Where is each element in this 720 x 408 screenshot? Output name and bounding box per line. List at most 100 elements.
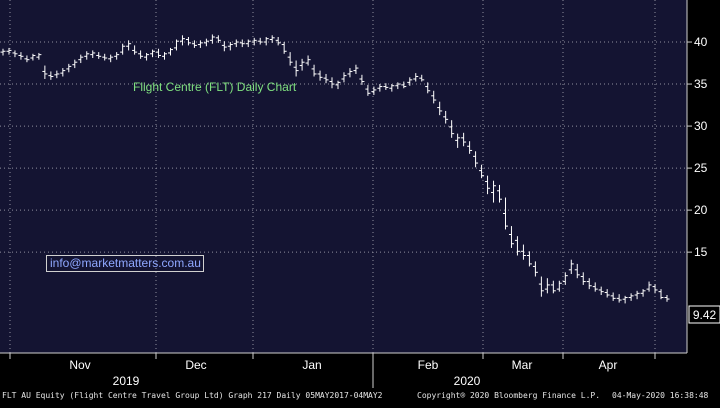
ohlc-bar — [437, 101, 443, 116]
ohlc-bar — [353, 64, 359, 74]
ohlc-bar — [664, 295, 670, 302]
ohlc-bar — [359, 74, 365, 85]
ohlc-bar — [556, 280, 562, 292]
ohlc-bar — [167, 47, 173, 56]
ohlc-bar — [108, 54, 114, 63]
ohlc-bar — [514, 236, 520, 256]
month-label: Feb — [418, 358, 439, 372]
ohlc-bar — [610, 292, 616, 301]
ohlc-bar — [502, 197, 508, 230]
footer-copyright: Copyright® 2020 Bloomberg Finance L.P. — [417, 391, 601, 400]
ohlc-bar — [323, 73, 329, 84]
ohlc-bar — [640, 289, 646, 297]
ohlc-bar — [96, 52, 102, 59]
last-price-marker: 9.42 — [688, 305, 720, 324]
ohlc-bar — [628, 293, 634, 301]
x-axis: Nov Dec Jan Feb Mar Apr 2019 2020 — [9, 353, 656, 388]
ohlc-bar — [6, 47, 12, 55]
plot-area — [0, 0, 687, 353]
ohlc-bar — [311, 64, 317, 77]
ohlc-bar — [269, 35, 275, 43]
ohlc-bar — [197, 40, 203, 48]
ohlc-bar — [616, 294, 622, 303]
ohlc-bar — [562, 272, 568, 285]
ohlc-bar — [209, 34, 215, 44]
ohlc-bar — [443, 110, 449, 124]
grid-layer — [0, 0, 687, 353]
footer-security-info: FLT AU Equity (Flight Centre Travel Grou… — [2, 391, 383, 400]
ohlc-bar — [395, 82, 401, 90]
ohlc-bar — [407, 77, 413, 86]
month-label: Dec — [185, 358, 206, 372]
ohlc-bar — [413, 73, 419, 82]
last-price-box — [688, 305, 720, 324]
ohlc-bar — [191, 40, 197, 48]
ohlc-bar — [419, 74, 425, 82]
ohlc-bar — [532, 261, 538, 277]
footer-bar: FLT AU Equity (Flight Centre Travel Grou… — [0, 388, 720, 403]
ohlc-bar — [508, 226, 514, 248]
ohlc-bar — [173, 39, 179, 51]
ohlc-bar — [72, 59, 78, 69]
ohlc-series — [0, 34, 670, 304]
ohlc-bar — [520, 244, 526, 260]
ohlc-bar — [449, 120, 455, 138]
ohlc-bar — [467, 141, 473, 154]
year-label: 2019 — [113, 374, 140, 388]
ohlc-bar — [341, 72, 347, 83]
ohlc-bar — [586, 278, 592, 290]
ohlc-bar — [120, 43, 126, 55]
y-tick-label: 25 — [694, 161, 708, 175]
ohlc-bar — [622, 295, 628, 304]
ohlc-bar — [299, 58, 305, 71]
ohlc-bar — [54, 70, 60, 79]
ohlc-bar — [18, 52, 24, 60]
ohlc-bar — [156, 48, 162, 58]
ohlc-bar — [185, 36, 191, 46]
ohlc-bar — [263, 36, 269, 46]
ohlc-bar — [84, 51, 90, 60]
ohlc-bar — [574, 263, 580, 279]
ohlc-bar — [305, 55, 311, 66]
ohlc-bar — [245, 39, 251, 48]
ohlc-bar — [383, 83, 389, 90]
ohlc-bar — [132, 45, 138, 55]
month-label: Nov — [69, 358, 90, 372]
ohlc-bar — [461, 132, 467, 147]
ohlc-bar — [497, 184, 503, 203]
ohlc-bar — [401, 81, 407, 89]
y-tick-label: 30 — [694, 119, 708, 133]
ohlc-bar — [66, 63, 72, 73]
ohlc-bar — [652, 284, 658, 294]
ohlc-bar — [389, 84, 395, 92]
year-label: 2020 — [454, 374, 481, 388]
ohlc-bar — [646, 281, 652, 292]
ohlc-bar — [281, 42, 287, 54]
ohlc-bar — [371, 86, 377, 95]
y-tick-label: 40 — [694, 35, 708, 49]
ohlc-bar — [78, 54, 84, 64]
footer-timestamp: 04-May-2020 16:38:48 — [612, 391, 709, 400]
ohlc-bar — [604, 289, 610, 298]
ohlc-bar — [227, 42, 233, 51]
ohlc-bar — [12, 50, 18, 58]
ohlc-bar — [257, 37, 263, 45]
y-tick-label: 35 — [694, 77, 708, 91]
ohlc-bar — [162, 52, 168, 60]
ohlc-bar — [150, 49, 156, 58]
ohlc-bar — [473, 151, 479, 168]
ohlc-bar — [634, 290, 640, 300]
ohlc-bar — [544, 278, 550, 294]
ohlc-bar — [114, 52, 120, 60]
y-tick-label: 15 — [694, 245, 708, 259]
ohlc-bar — [658, 289, 664, 300]
y-axis: 15 20 25 30 35 40 — [687, 35, 708, 259]
ohlc-bar — [179, 35, 185, 46]
ohlc-bar — [24, 55, 30, 63]
ohlc-bar — [60, 68, 66, 77]
y-tick-label: 20 — [694, 203, 708, 217]
ohlc-bar — [568, 259, 574, 274]
ohlc-bar — [126, 40, 132, 51]
